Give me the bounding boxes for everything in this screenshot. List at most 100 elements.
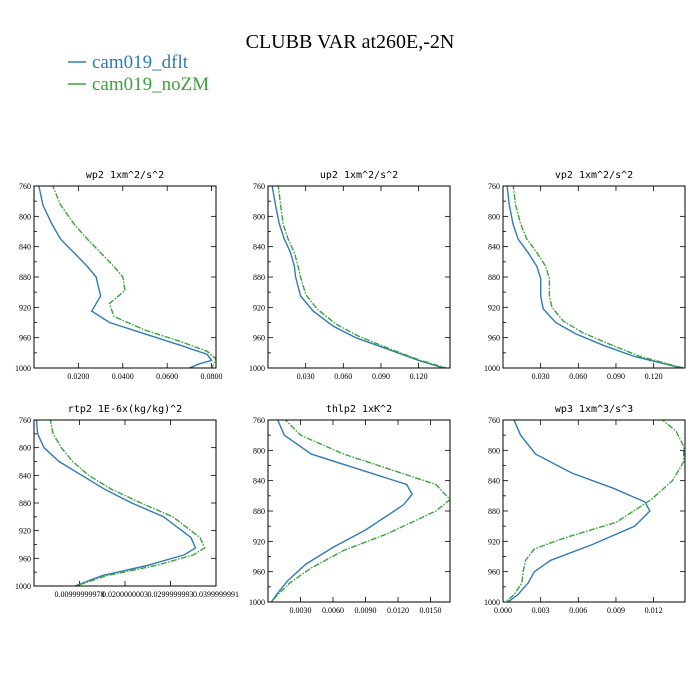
y-tick-label: 880 bbox=[253, 507, 265, 516]
plot-frame bbox=[267, 419, 451, 603]
y-tick-label: 960 bbox=[488, 568, 500, 577]
y-tick-label: 840 bbox=[253, 477, 265, 486]
legend-label-dflt: cam019_dflt bbox=[92, 52, 189, 73]
x-tick-label: 0.030 bbox=[297, 372, 315, 381]
x-tick-label: 0.003 bbox=[532, 606, 550, 615]
y-tick-label: 880 bbox=[488, 273, 500, 282]
panel-title: thlp2 1xK^2 bbox=[326, 404, 392, 415]
x-tick-label: 0.090 bbox=[372, 372, 390, 381]
y-tick-label: 800 bbox=[253, 446, 265, 455]
y-tick-label: 840 bbox=[19, 243, 31, 252]
x-tick-label: 0.009 bbox=[607, 606, 625, 615]
y-tick-label: 760 bbox=[253, 182, 265, 191]
y-tick-label: 760 bbox=[488, 416, 500, 425]
panel-title: up2 1xm^2/s^2 bbox=[320, 170, 398, 181]
series-line-dflt bbox=[507, 420, 651, 602]
plot-frame bbox=[33, 419, 217, 587]
y-tick-label: 920 bbox=[19, 303, 31, 312]
y-tick-label: 760 bbox=[488, 182, 500, 191]
panel-5: thlp2 1xK^2 760 800 840 880 920 960 1000 0.0030 0… bbox=[249, 404, 451, 615]
x-tick-label: 0.012 bbox=[645, 606, 663, 615]
y-tick-label: 840 bbox=[488, 243, 500, 252]
y-tick-label: 960 bbox=[19, 334, 31, 343]
x-tick-label: 0.030 bbox=[532, 372, 550, 381]
y-tick-label: 880 bbox=[253, 273, 265, 282]
y-tick-label: 960 bbox=[253, 568, 265, 577]
y-tick-label: 1000 bbox=[249, 364, 265, 373]
x-tick-label: 0.0200000003 bbox=[102, 590, 148, 599]
series-line-nozm bbox=[270, 420, 450, 602]
y-tick-label: 920 bbox=[488, 303, 500, 312]
y-tick-label: 800 bbox=[253, 212, 265, 221]
y-tick-label: 1000 bbox=[15, 582, 31, 591]
y-tick-label: 800 bbox=[488, 446, 500, 455]
x-tick-label: 0.0600 bbox=[156, 372, 178, 381]
x-tick-label: 0.120 bbox=[410, 372, 428, 381]
y-tick-label: 920 bbox=[253, 303, 265, 312]
y-tick-label: 1000 bbox=[484, 598, 500, 607]
panels: wp2 1xm^2/s^2 760 800 840 880 920 960 1000 0.020… bbox=[15, 170, 686, 615]
plot-frame bbox=[502, 419, 686, 603]
y-tick-label: 920 bbox=[488, 537, 500, 546]
plot-frame bbox=[267, 185, 451, 369]
y-tick-label: 880 bbox=[488, 507, 500, 516]
y-tick-label: 960 bbox=[19, 554, 31, 563]
panel-1: wp2 1xm^2/s^2 760 800 840 880 920 960 1000 0.020… bbox=[15, 170, 223, 381]
y-tick-label: 800 bbox=[19, 212, 31, 221]
series-line-dflt bbox=[38, 186, 213, 368]
series-line-nozm bbox=[277, 186, 447, 368]
y-tick-label: 840 bbox=[19, 471, 31, 480]
series-line-nozm bbox=[51, 186, 216, 368]
y-tick-label: 960 bbox=[488, 334, 500, 343]
y-tick-label: 760 bbox=[19, 182, 31, 191]
y-tick-label: 1000 bbox=[249, 598, 265, 607]
x-tick-label: 0.0150 bbox=[420, 606, 442, 615]
y-tick-label: 800 bbox=[488, 212, 500, 221]
y-tick-label: 880 bbox=[19, 273, 31, 282]
plot-frame bbox=[33, 185, 217, 369]
panel-4: rtp2 1E-6x(kg/kg)^2 760 800 840 880 920 960 100… bbox=[15, 404, 239, 599]
panel-6: wp3 1xm^3/s^3 760 800 840 880 920 960 10000.000… bbox=[484, 404, 686, 615]
y-tick-label: 760 bbox=[19, 416, 31, 425]
series-line-nozm bbox=[49, 420, 206, 586]
panel-title: vp2 1xm^2/s^2 bbox=[555, 170, 633, 181]
x-tick-label: 0.0060 bbox=[322, 606, 344, 615]
x-tick-label: 0.060 bbox=[334, 372, 352, 381]
x-tick-label: 0.120 bbox=[645, 372, 663, 381]
x-tick-label: 0.0200 bbox=[67, 372, 89, 381]
series-line-nozm bbox=[512, 186, 684, 368]
x-tick-label: 0.0030 bbox=[290, 606, 312, 615]
y-tick-label: 920 bbox=[19, 527, 31, 536]
plot-frame bbox=[502, 185, 686, 369]
panel-3: vp2 1xm^2/s^2 760 800 840 880 920 960 1000 0.030… bbox=[484, 170, 686, 381]
panel-title: rtp2 1E-6x(kg/kg)^2 bbox=[68, 404, 182, 415]
y-tick-label: 920 bbox=[253, 537, 265, 546]
x-tick-label: 0.00999999978 bbox=[55, 590, 105, 599]
x-tick-label: 0.006 bbox=[569, 606, 587, 615]
panel-2: up2 1xm^2/s^2 760 800 840 880 920 960 1000 0.030… bbox=[249, 170, 451, 381]
y-tick-label: 880 bbox=[19, 499, 31, 508]
y-tick-label: 800 bbox=[19, 444, 31, 453]
panel-title: wp2 1xm^2/s^2 bbox=[86, 170, 164, 181]
y-tick-label: 840 bbox=[253, 243, 265, 252]
figure-title: CLUBB VAR at260E,-2N bbox=[246, 31, 455, 53]
x-tick-label: 0.0090 bbox=[355, 606, 377, 615]
series-line-nozm bbox=[505, 420, 685, 602]
y-tick-label: 1000 bbox=[484, 364, 500, 373]
x-tick-label: 0.060 bbox=[569, 372, 587, 381]
y-tick-label: 1000 bbox=[15, 364, 31, 373]
series-line-dflt bbox=[506, 186, 682, 368]
x-tick-label: 0.0800 bbox=[201, 372, 223, 381]
y-tick-label: 840 bbox=[488, 477, 500, 486]
x-tick-label: 0.0399999991 bbox=[193, 590, 239, 599]
panel-title: wp3 1xm^3/s^3 bbox=[555, 404, 633, 415]
x-tick-label: 0.0400 bbox=[112, 372, 134, 381]
legend: cam019_dflt cam019_noZM bbox=[68, 52, 209, 95]
x-tick-label: 0.0299999993 bbox=[148, 590, 194, 599]
x-tick-label: 0.000 bbox=[494, 606, 512, 615]
series-line-dflt bbox=[270, 420, 413, 602]
y-tick-label: 760 bbox=[253, 416, 265, 425]
series-line-dflt bbox=[35, 420, 197, 586]
x-tick-label: 0.0120 bbox=[387, 606, 409, 615]
